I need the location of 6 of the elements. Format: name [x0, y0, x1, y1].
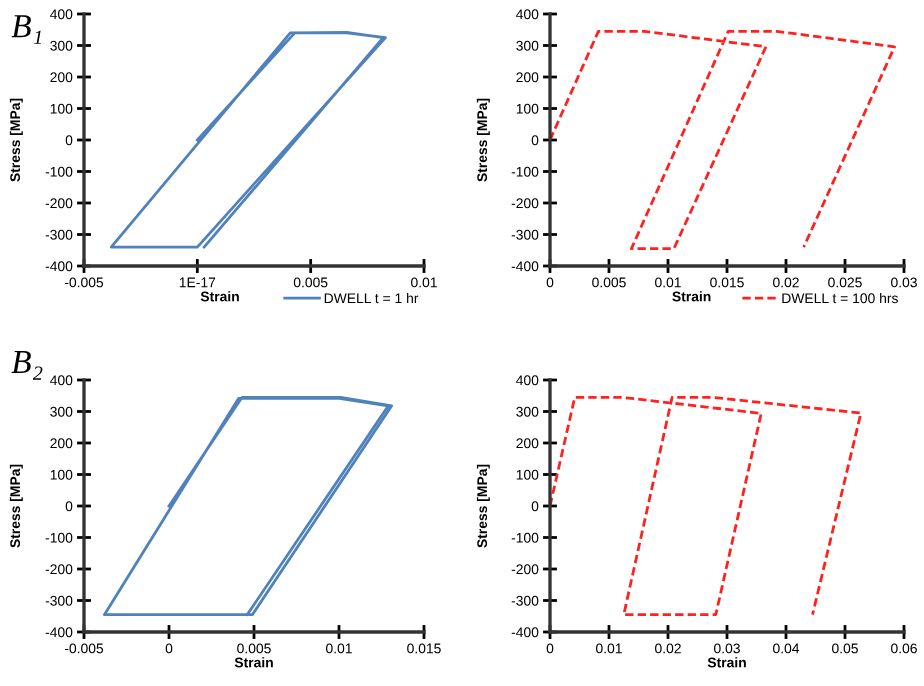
- chart-title: B₂: [11, 351, 43, 380]
- line-series: [109, 30, 387, 249]
- line-series: [550, 395, 863, 617]
- chart-title: B₁: [11, 15, 42, 44]
- line-series: [103, 395, 394, 617]
- line-series: [550, 29, 896, 251]
